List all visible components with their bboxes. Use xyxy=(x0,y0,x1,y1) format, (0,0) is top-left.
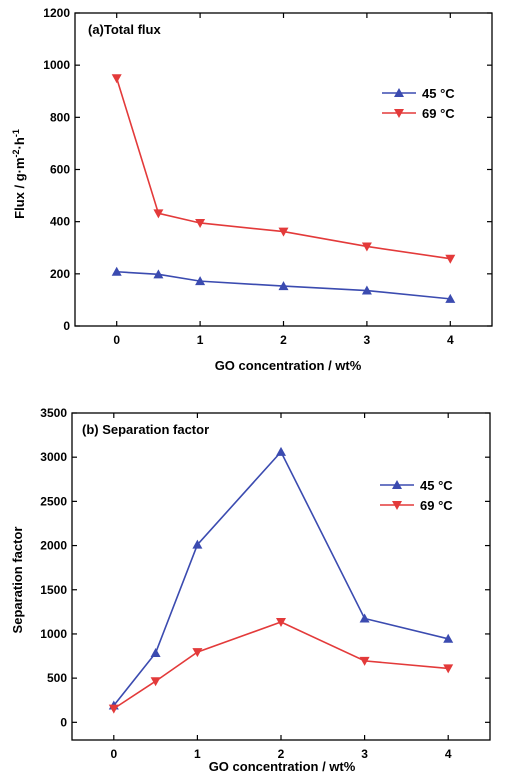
y-axis-title-a-mid: ·h xyxy=(12,137,27,149)
data-point-69C xyxy=(278,227,289,237)
legend-label-b-69: 69 °C xyxy=(420,498,453,513)
data-point-45C xyxy=(192,539,203,549)
data-point-45C xyxy=(278,281,289,291)
series-line-69C xyxy=(115,77,451,260)
separation-factor-chart: 0 500 1000 1500 2000 2500 3000 3500 0 1 2 3 4 (b) Se… xyxy=(10,406,491,774)
data-point-45C xyxy=(359,613,370,623)
y-tick-label: 1000 xyxy=(40,627,67,641)
legend-marker-b-69 xyxy=(392,501,402,510)
y-tick-label: 3500 xyxy=(40,406,67,420)
data-point-69C xyxy=(192,648,203,658)
x-tick-label: 2 xyxy=(278,747,285,761)
x-tick-label: 2 xyxy=(280,333,287,347)
y-tick-label: 400 xyxy=(50,215,70,229)
y-tick-label: 2500 xyxy=(40,494,67,508)
y-tick-label: 0 xyxy=(63,319,70,333)
data-point-45C xyxy=(443,633,454,643)
data-point-69C xyxy=(108,704,119,714)
y-tick-label: 1200 xyxy=(43,6,70,20)
data-point-69C xyxy=(361,242,372,252)
chart-title-b: (b) Separation factor xyxy=(82,422,209,437)
y-tick-label: 500 xyxy=(47,671,67,685)
y-tick-label: 1000 xyxy=(43,58,70,72)
series-line-69C xyxy=(113,621,449,710)
legend-label-a-45: 45 °C xyxy=(422,86,455,101)
data-point-69C xyxy=(111,74,122,84)
x-axis-title-b: GO concentration / wt% xyxy=(209,759,356,774)
legend-b: 45 °C 69 °C xyxy=(380,478,453,513)
data-point-45C xyxy=(153,269,164,279)
y-axis-title-a-sup2: -1 xyxy=(11,129,21,137)
x-tick-label: 3 xyxy=(364,333,371,347)
y-axis-title-a-main: Flux / g·m xyxy=(12,157,27,218)
y-axis-title-b: Separation factor xyxy=(10,527,25,634)
total-flux-chart: 0 200 400 600 800 1000 1200 0 1 2 3 4 (a)Total flux… xyxy=(11,6,493,373)
x-tick-label: 4 xyxy=(445,747,452,761)
y-tick-label: 800 xyxy=(50,110,70,124)
x-tick-label: 3 xyxy=(361,747,368,761)
y-tick-label: 600 xyxy=(50,163,70,177)
legend-a: 45 °C 69 °C xyxy=(382,86,455,121)
legend-marker-a-45 xyxy=(394,88,404,97)
legend-marker-b-45 xyxy=(392,480,402,489)
y-tick-label: 2000 xyxy=(40,539,67,553)
y-axis-title-a: Flux / g·m-2·h-1 xyxy=(11,129,27,219)
data-point-69C xyxy=(150,677,161,687)
data-point-69C xyxy=(195,218,206,228)
x-axis-title-a: GO concentration / wt% xyxy=(215,358,362,373)
plot-frame xyxy=(71,412,491,741)
data-point-45C xyxy=(276,446,286,456)
y-tick-label: 200 xyxy=(50,267,70,281)
data-point-69C xyxy=(153,209,164,219)
y-tick-label: 0 xyxy=(60,715,67,729)
data-point-69C xyxy=(445,254,456,264)
series-line-45C xyxy=(113,450,449,707)
series-line-45C xyxy=(116,270,451,300)
y-axis-title-a-sup1: -2 xyxy=(11,149,21,157)
x-tick-label: 0 xyxy=(110,747,117,761)
x-tick-label: 4 xyxy=(447,333,454,347)
plot-area-a: 0 200 400 600 800 1000 1200 0 1 2 3 4 xyxy=(43,6,493,347)
data-point-45C xyxy=(150,647,161,657)
x-tick-label: 1 xyxy=(197,333,204,347)
data-point-45C xyxy=(111,266,122,276)
plot-frame xyxy=(74,12,493,327)
data-point-69C xyxy=(359,656,370,666)
x-tick-label: 0 xyxy=(113,333,120,347)
y-tick-label: 3000 xyxy=(40,450,67,464)
data-point-45C xyxy=(445,293,456,303)
legend-label-b-45: 45 °C xyxy=(420,478,453,493)
legend-label-a-69: 69 °C xyxy=(422,106,455,121)
data-point-69C xyxy=(276,618,286,628)
chart-title-a: (a)Total flux xyxy=(88,22,161,37)
data-point-69C xyxy=(443,664,454,674)
x-tick-label: 1 xyxy=(194,747,201,761)
y-tick-label: 1500 xyxy=(40,583,67,597)
legend-marker-a-69 xyxy=(394,109,404,118)
data-point-45C xyxy=(195,276,206,286)
plot-area-b: 0 500 1000 1500 2000 2500 3000 3500 0 1 2 3 4 xyxy=(40,406,491,761)
data-point-45C xyxy=(361,285,372,295)
